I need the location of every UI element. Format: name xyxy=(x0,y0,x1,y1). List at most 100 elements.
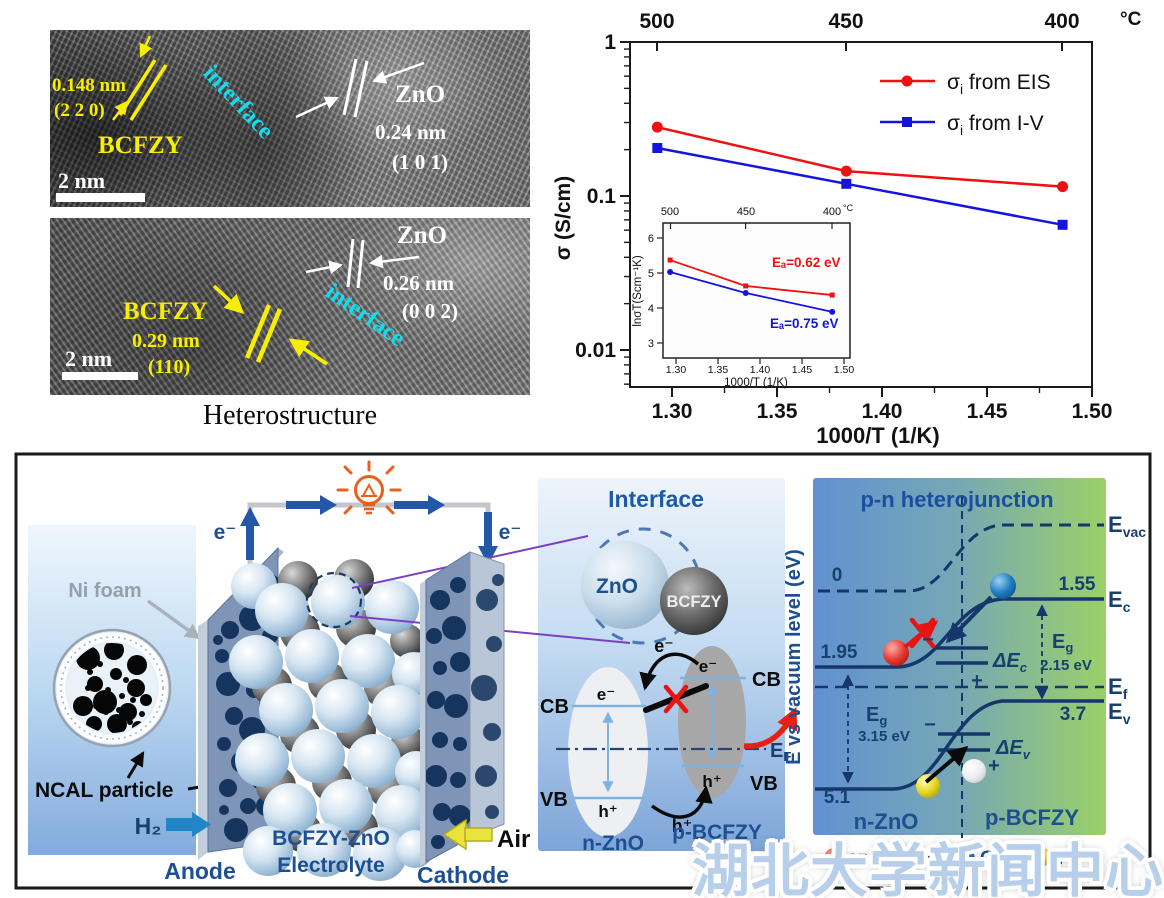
zno-sphere xyxy=(255,583,309,637)
inset-x-tick: 1.40 xyxy=(750,364,771,376)
inset-y-tick: 6 xyxy=(648,233,654,245)
bcfzy-sphere xyxy=(660,567,728,635)
bcfzy-sphere-label: BCFZY xyxy=(667,593,722,611)
electron-capture-arrow xyxy=(945,595,993,644)
inset-y-tick: 5 xyxy=(648,268,654,280)
plane-label: (110) xyxy=(148,356,190,378)
electron-hop-arrow xyxy=(639,652,700,691)
inset-y-label: lnσT(Scm⁻¹K) xyxy=(632,255,644,326)
hole-label: h⁺ xyxy=(598,802,617,821)
interface-title: Interface xyxy=(608,486,704,512)
proton-legend-label: H⁺ xyxy=(1058,848,1082,869)
eg-right-label: Eg xyxy=(1052,631,1073,655)
e-base: E xyxy=(1052,631,1065,653)
bcfzy-label: BCFZY xyxy=(123,298,208,325)
zno-sphere xyxy=(235,733,289,787)
zno-sphere xyxy=(229,635,283,689)
data-point xyxy=(1057,219,1068,230)
sigma-sub: i xyxy=(960,122,963,138)
foam-pore xyxy=(240,798,256,814)
white-arrow-icon xyxy=(295,96,339,119)
inset-data-point xyxy=(829,308,836,315)
foam-pore xyxy=(450,652,470,672)
bcfzy-label: BCFZY xyxy=(98,132,183,159)
tem-caption: Heterostructure xyxy=(202,400,378,431)
temp-tick: 400 xyxy=(1044,10,1079,33)
ncal-grain xyxy=(93,703,99,709)
electron-label: e⁻ xyxy=(699,657,717,676)
x-tick: 1.40 xyxy=(862,400,903,423)
p-bcfzy-label: p-BCFZY xyxy=(672,821,762,844)
ef-sub: F xyxy=(783,749,791,764)
legend-marker-circle-icon xyxy=(901,75,913,87)
zno-sphere xyxy=(581,541,669,629)
foam-pore xyxy=(450,772,466,788)
ncal-grain xyxy=(97,661,103,667)
fuel-cell-diagram: e⁻ e⁻ Ni foam NCAL particle xyxy=(14,452,1152,890)
inset-y-tick: 4 xyxy=(648,303,654,315)
tem2-lattice-marker-bcfzy xyxy=(212,284,328,366)
ncal-grain xyxy=(116,707,122,713)
ncal-grain xyxy=(87,669,93,675)
h2-flow-arrow xyxy=(166,812,211,837)
ncal-grain xyxy=(139,711,145,717)
hole-legend-dot xyxy=(889,848,907,866)
zno-d-label: 0.26 nm xyxy=(383,271,455,295)
delta-sub: v xyxy=(1023,747,1031,762)
minus-sign: − xyxy=(922,629,934,651)
sigma-sub: i xyxy=(960,81,963,97)
value-1.55: 1.55 xyxy=(1059,574,1096,595)
sigma: σ xyxy=(947,71,960,94)
zno-plane-label: (0 0 2) xyxy=(402,299,458,323)
x-tick: 1.30 xyxy=(652,400,693,423)
electron-legend-label: e⁻ xyxy=(847,848,868,869)
x-axis-minor-ticks xyxy=(723,387,1041,393)
data-point xyxy=(1057,181,1069,193)
electron-label-right: e⁻ xyxy=(499,521,522,544)
eg-right-value: 2.15 eV xyxy=(1040,657,1092,674)
chart-legend: σi from EIS σi from I-V xyxy=(880,71,1051,138)
zno-sphere xyxy=(347,734,401,788)
foam-pore xyxy=(485,805,499,819)
ncal-grain xyxy=(104,643,124,660)
foam-pore xyxy=(492,574,504,586)
ev-label: Ev xyxy=(1108,699,1131,727)
conductivity-chart: 500 450 400 °C 1 0.1 0.01 σ (S/cm) 1.30 … xyxy=(552,9,1142,448)
foam-pore xyxy=(216,672,240,696)
ncal-grain xyxy=(130,697,136,703)
e-sub: g xyxy=(879,713,887,728)
value-3.7: 3.7 xyxy=(1060,704,1086,725)
d-spacing-label: 0.29 nm xyxy=(132,330,200,352)
tem-annotations: 0.148 nm (2 2 0) BCFZY interface ZnO 0.2… xyxy=(52,35,458,380)
zno-sphere xyxy=(371,685,425,739)
hole-label: h⁺ xyxy=(702,772,721,791)
zno-label: ZnO xyxy=(397,222,447,249)
foam-pore xyxy=(486,636,502,652)
temp-tick: 450 xyxy=(828,10,863,33)
white-arrow-icon xyxy=(372,61,425,84)
y-tick: 1 xyxy=(604,31,616,54)
delta-ev-label: ΔEv xyxy=(995,737,1031,762)
cathode-plate xyxy=(420,551,505,866)
e-sub: vac xyxy=(1123,524,1147,540)
blocked-x-icon xyxy=(663,684,689,714)
hole-ball xyxy=(962,759,986,783)
tem2-lattice-marker-zno xyxy=(305,238,420,289)
ncal-grain xyxy=(127,719,133,725)
ncal-grain xyxy=(127,679,145,697)
foam-pore xyxy=(442,616,466,640)
foam-pore xyxy=(433,803,451,821)
hole-label: h⁺ xyxy=(672,816,693,836)
yellow-arrow-icon xyxy=(212,284,245,314)
ncal-label: NCAL particle xyxy=(35,779,173,802)
minus-sign: − xyxy=(924,714,936,736)
foam-pore xyxy=(453,737,467,751)
delta-ec-label: ΔEc xyxy=(992,650,1028,675)
ef-label: Ef xyxy=(1108,674,1128,702)
hole-transfer-arrow xyxy=(924,746,969,784)
plus-sign: + xyxy=(971,670,983,692)
sigma: σ xyxy=(947,112,960,135)
data-point xyxy=(651,121,663,133)
legend-marker-square-icon xyxy=(902,117,912,127)
e-sub: c xyxy=(1123,599,1131,615)
